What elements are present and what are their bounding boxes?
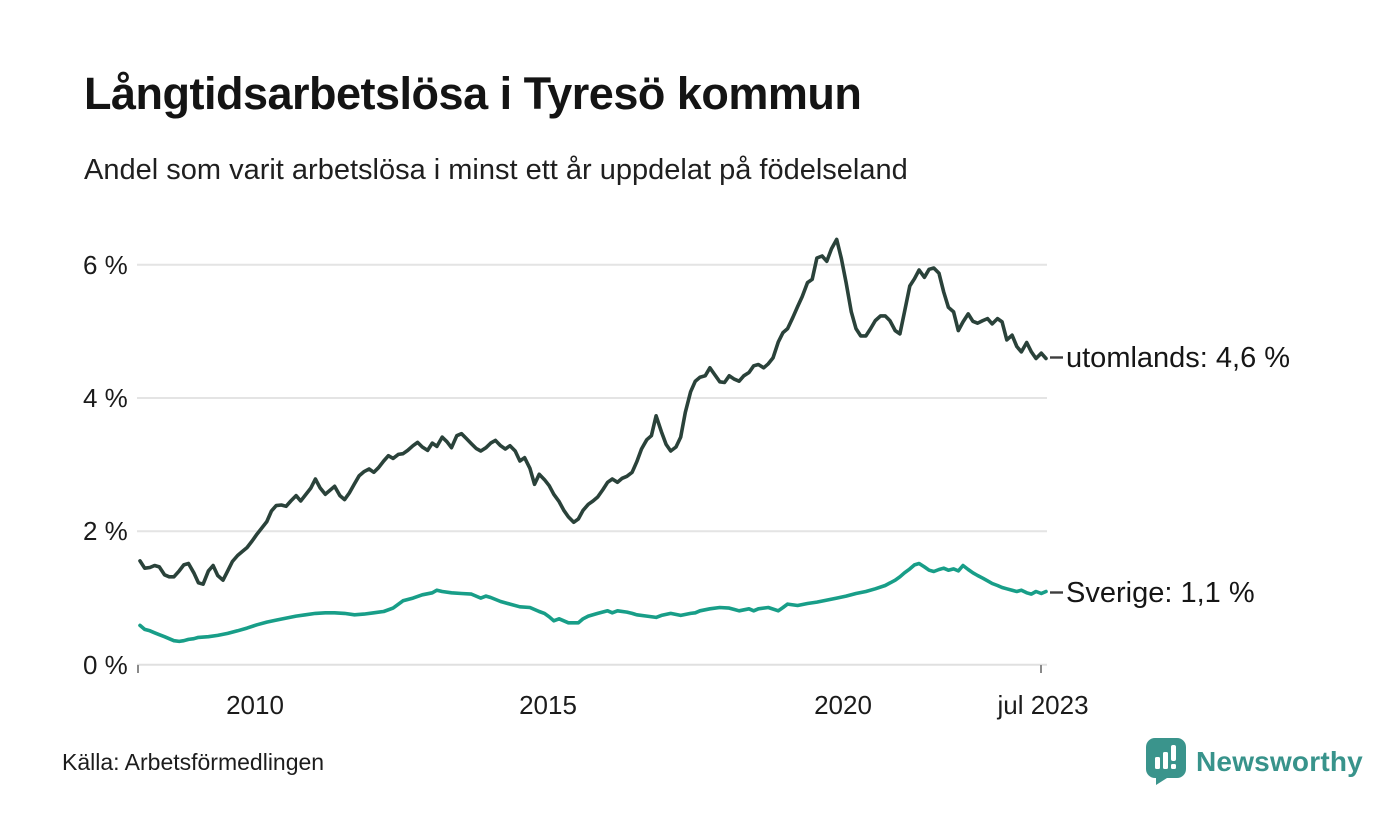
- legend-label-sverige: Sverige: 1,1 %: [1066, 577, 1255, 609]
- series-sverige-line: [138, 561, 1048, 644]
- chart-subtitle: Andel som varit arbetslösa i minst ett å…: [84, 154, 908, 186]
- y-axis-label-4: 4 %: [83, 383, 128, 413]
- legend-leader-dashes: [1050, 356, 1063, 594]
- y-axis-label-2: 2 %: [83, 516, 128, 546]
- newsworthy-logo-text: Newsworthy: [1196, 745, 1363, 777]
- x-axis-label-2020: 2020: [814, 690, 872, 720]
- series-utomlands-line: [138, 237, 1048, 587]
- x-axis-label-jul-2023: jul 2023: [997, 690, 1089, 720]
- newsworthy-logo: Newsworthy: [1146, 738, 1363, 785]
- y-axis-label-0: 0 %: [83, 650, 128, 680]
- x-axis-ticks: [137, 665, 1042, 673]
- gridlines: [137, 263, 1047, 666]
- y-axis-label-6: 6 %: [83, 250, 128, 280]
- chart-title: Långtidsarbetslösa i Tyresö kommun: [84, 68, 862, 119]
- source-text: Källa: Arbetsförmedlingen: [62, 749, 325, 775]
- newsworthy-logo-icon: [1146, 738, 1186, 785]
- x-axis-label-2015: 2015: [519, 690, 577, 720]
- x-axis-label-2010: 2010: [226, 690, 284, 720]
- legend-label-utomlands: utomlands: 4,6 %: [1066, 342, 1291, 374]
